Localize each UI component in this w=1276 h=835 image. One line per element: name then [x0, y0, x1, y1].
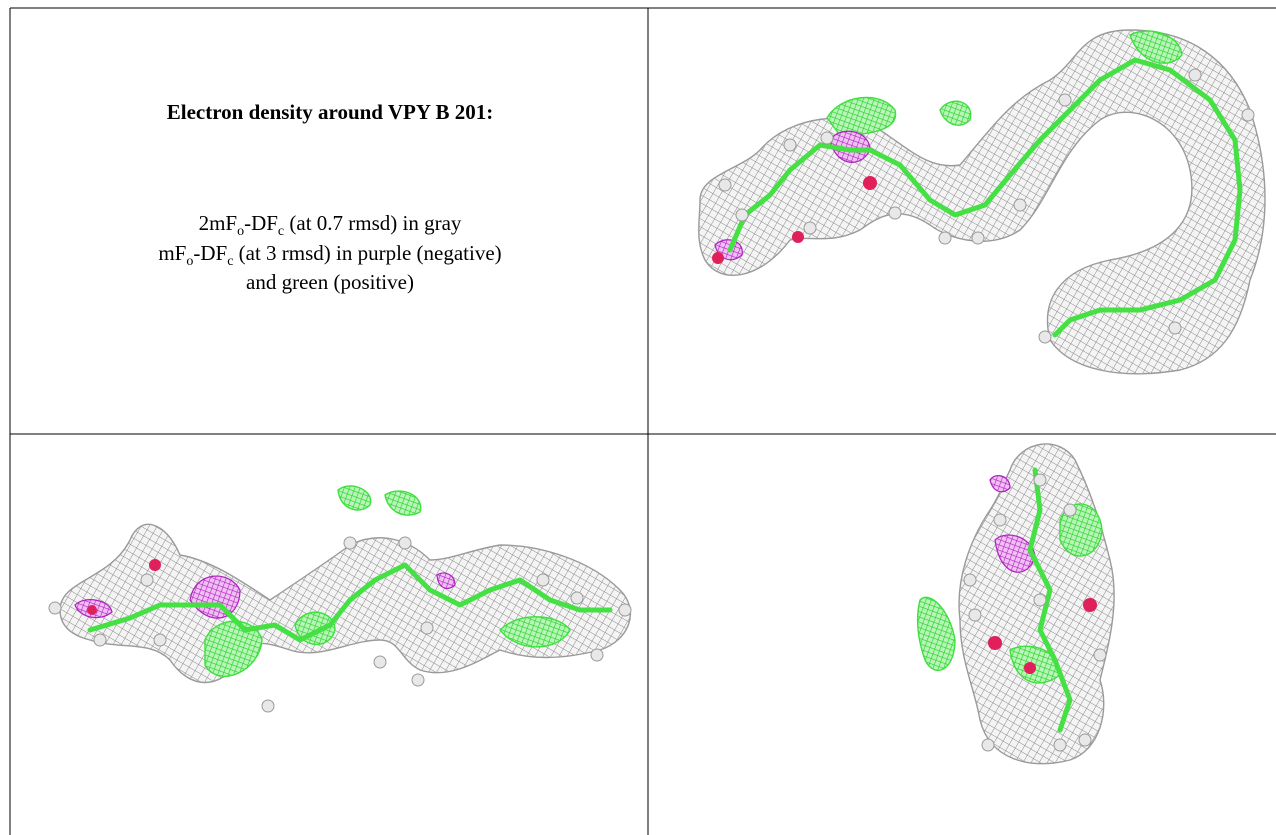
caption-text: (at 0.7 rmsd) in gray: [284, 211, 462, 235]
figure-table: Electron density around VPY B 201: 2mFo-…: [0, 0, 1276, 835]
caption-line: 2mFo-DFc (at 0.7 rmsd) in gray: [199, 211, 462, 239]
caption-line: and green (positive): [246, 270, 414, 294]
caption-text: -DF: [193, 241, 227, 265]
density-view-top-right: [699, 30, 1265, 374]
caption-text: -DF: [244, 211, 278, 235]
caption-text: (at 3 rmsd) in purple (negative): [233, 241, 501, 265]
caption-subscript: o: [186, 254, 193, 269]
density-view-bottom-right: [918, 444, 1115, 764]
caption-line: mFo-DFc (at 3 rmsd) in purple (negative): [158, 241, 501, 269]
title: Electron density around VPY B 201:: [167, 100, 494, 124]
caption-text: 2mF: [199, 211, 238, 235]
density-view-bottom-left: [49, 486, 631, 712]
page: {"header": {"title": "Electron density a…: [0, 0, 1276, 835]
body: Electron density around VPY B 201: 2mFo-…: [0, 0, 1276, 835]
caption-text: mF: [158, 241, 186, 265]
caption-subscript: o: [237, 224, 244, 239]
